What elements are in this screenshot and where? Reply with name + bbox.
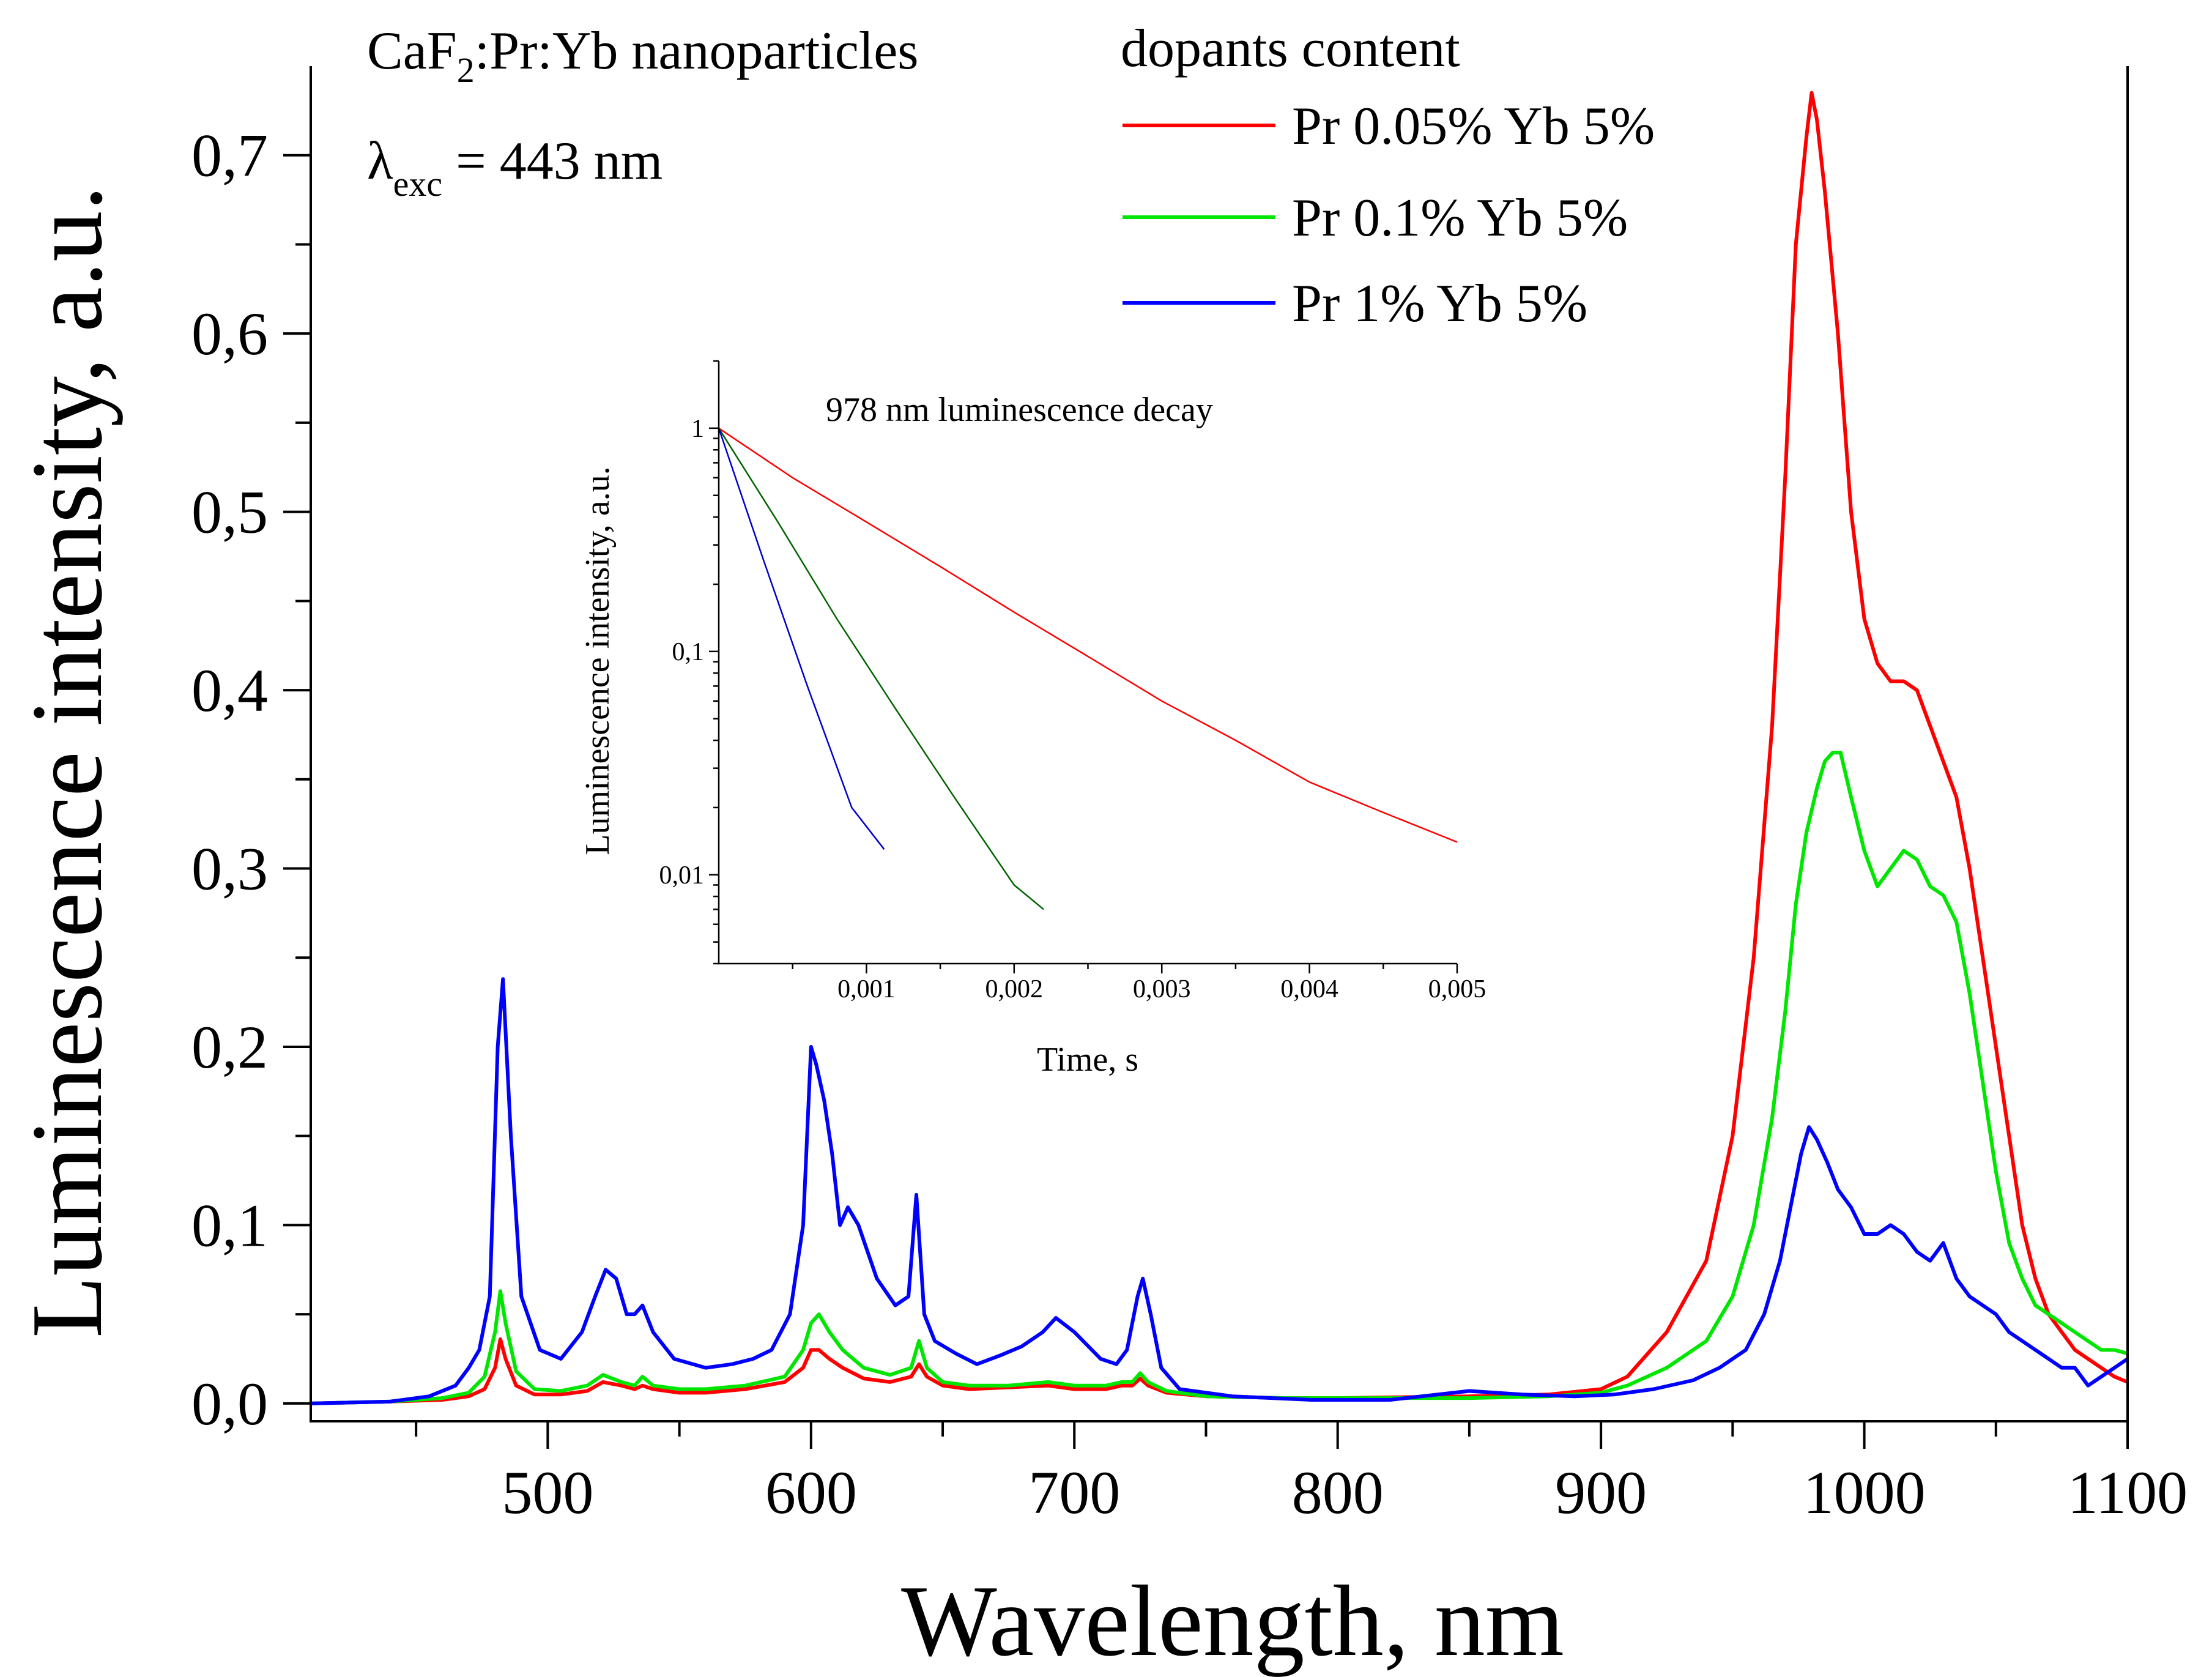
main-x-axis-label: Wavelength, nm bbox=[901, 1564, 1564, 1677]
main-x-tick-label: 600 bbox=[765, 1459, 857, 1526]
inset-x-axis-label: Time, s bbox=[1037, 1041, 1138, 1079]
inset-y-tick-label: 0,1 bbox=[672, 638, 705, 666]
legend-label-1: Pr 0.1% Yb 5% bbox=[1292, 188, 1628, 248]
legend: dopants content Pr 0.05% Yb 5% Pr 0.1% Y… bbox=[1121, 19, 1655, 333]
inset-series-line-2 bbox=[718, 428, 885, 850]
inset-series-line-0 bbox=[718, 427, 1458, 843]
main-y-axis-label: Luminescence intensity, a.u. bbox=[10, 185, 123, 1338]
inset-axes: 0,001 0,002 0,003 0,004 0,005 0,01 0,1 1 bbox=[659, 360, 1486, 1003]
legend-label-2: Pr 1% Yb 5% bbox=[1292, 274, 1587, 333]
main-axis-frame bbox=[310, 66, 2129, 1422]
inset-x-tick-label: 0,001 bbox=[837, 975, 896, 1003]
main-y-tick-label: 0,2 bbox=[191, 1013, 268, 1081]
inset-series-group bbox=[718, 427, 1458, 910]
main-x-tick-label: 1100 bbox=[2068, 1459, 2188, 1526]
main-y-tick-label: 0,4 bbox=[191, 656, 268, 724]
inset-x-tick-label: 0,005 bbox=[1428, 975, 1486, 1003]
legend-label-0: Pr 0.05% Yb 5% bbox=[1292, 97, 1655, 156]
main-y-tick-label: 0,1 bbox=[191, 1191, 268, 1259]
main-y-tick-label: 0,5 bbox=[191, 478, 268, 546]
main-series-line-2 bbox=[310, 977, 2129, 1405]
legend-title: dopants content bbox=[1121, 19, 1460, 78]
main-y-tick-label: 0,3 bbox=[191, 835, 268, 903]
inset-axis-frame bbox=[718, 361, 1457, 965]
inset-y-tick-label: 0,01 bbox=[659, 861, 705, 890]
excitation-annotation: λexc = 443 nm bbox=[367, 132, 662, 204]
main-x-tick-label: 500 bbox=[502, 1459, 593, 1526]
main-y-tick-label: 0,6 bbox=[191, 300, 268, 368]
inset-y-tick-label: 1 bbox=[691, 415, 704, 443]
main-axes: 500 600 700 800 900 1000 1100 0,0 0,1 0,2 0,3 0,4 0,… bbox=[191, 66, 2188, 1526]
inset-x-tick-label: 0,002 bbox=[985, 975, 1044, 1003]
main-x-tick-label: 1000 bbox=[1803, 1459, 1926, 1526]
inset-x-tick-label: 0,003 bbox=[1133, 975, 1191, 1003]
inset-series-line-1 bbox=[718, 428, 1044, 910]
inset-x-tick-label: 0,004 bbox=[1280, 975, 1338, 1003]
main-x-tick-label: 700 bbox=[1028, 1459, 1120, 1526]
main-plot: 500 600 700 800 900 1000 1100 0,0 0,1 0,2 0,3 0,4 0,… bbox=[10, 19, 2188, 1677]
main-series-line-1 bbox=[310, 751, 2128, 1405]
inset-title: 978 nm luminescence decay bbox=[826, 391, 1213, 429]
main-series-group bbox=[310, 91, 2129, 1405]
inset-plot: 0,001 0,002 0,003 0,004 0,005 0,01 0,1 1 978 nm… bbox=[579, 360, 1486, 1079]
main-x-tick-label: 800 bbox=[1292, 1459, 1384, 1526]
main-y-tick-label: 0,0 bbox=[191, 1370, 268, 1438]
main-y-tick-label: 0,7 bbox=[191, 122, 268, 190]
inset-y-axis-label: Luminescence intensity, a.u. bbox=[579, 466, 617, 855]
main-x-tick-label: 900 bbox=[1555, 1459, 1647, 1526]
material-annotation: CaF2:Pr:Yb nanoparticles bbox=[367, 21, 919, 90]
